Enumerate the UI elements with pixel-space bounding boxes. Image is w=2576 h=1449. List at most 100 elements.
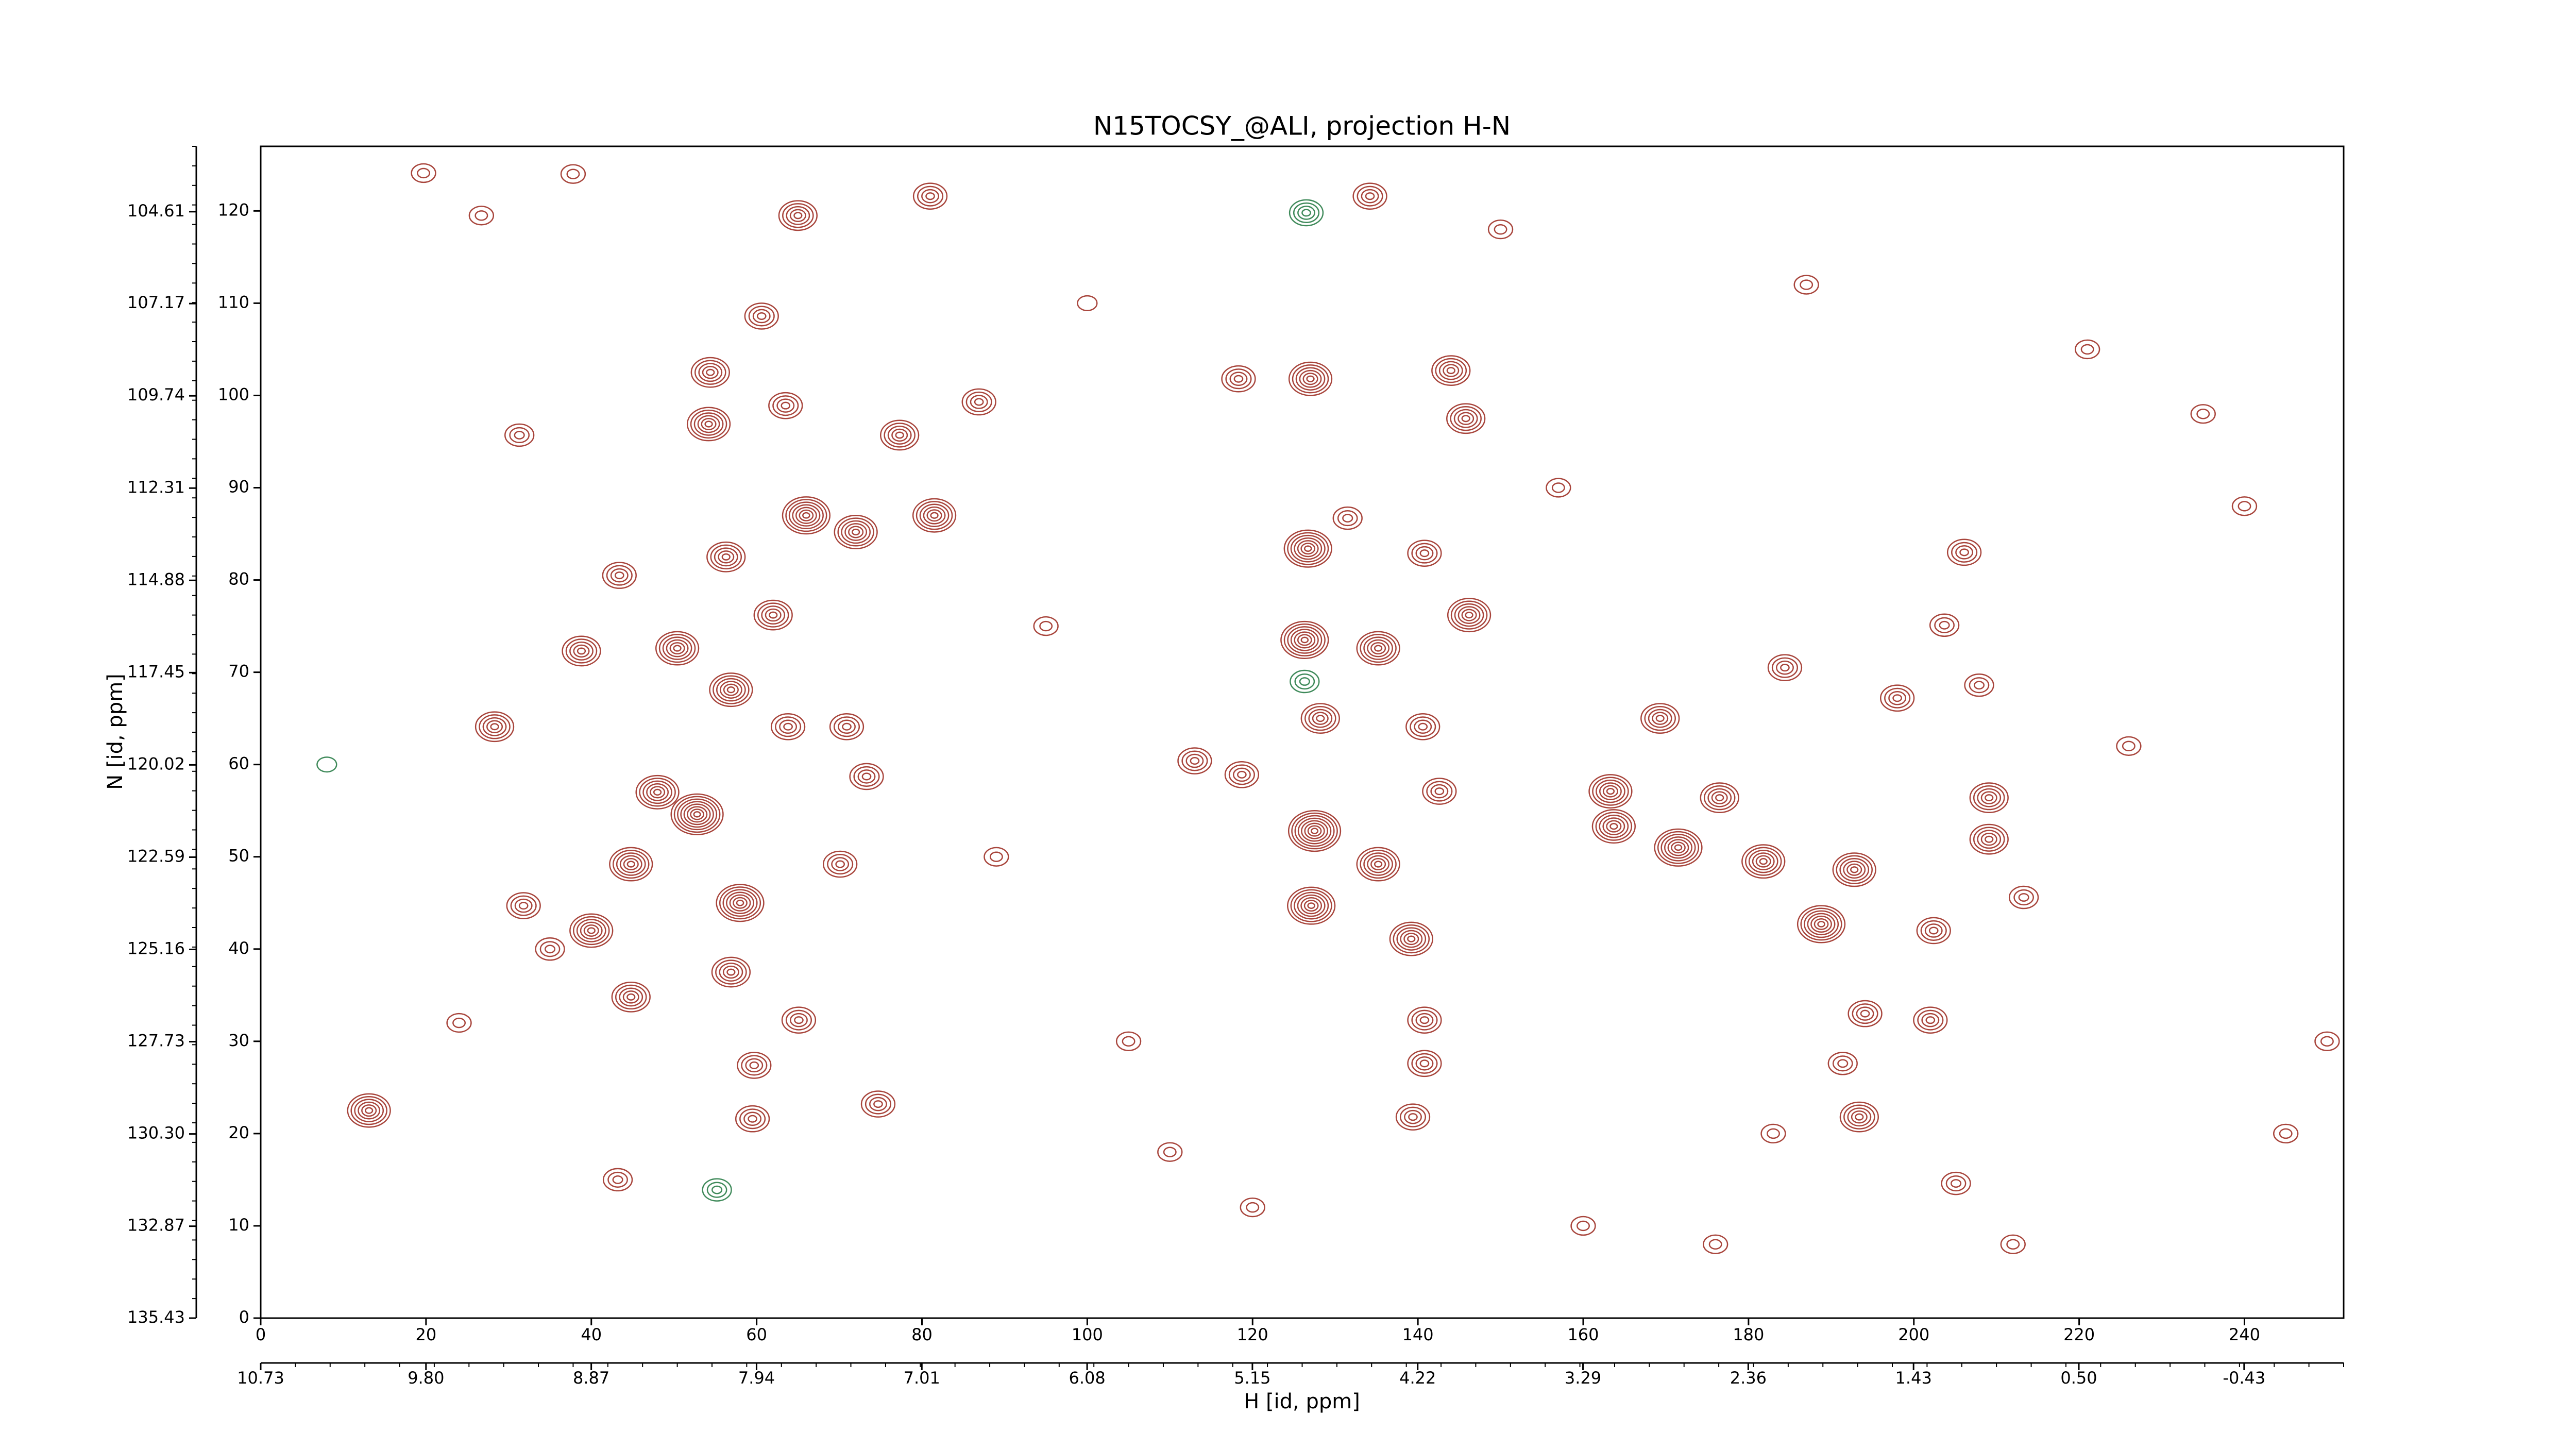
contour-ring — [778, 200, 818, 231]
contour-ring — [921, 189, 939, 204]
contour-ring — [1403, 933, 1419, 946]
contour-ring — [1973, 681, 1985, 690]
contour-ring — [619, 855, 642, 873]
y-tick-label: 100 — [218, 384, 249, 404]
contour-ring — [626, 861, 635, 868]
contour-ring — [2006, 1239, 2020, 1250]
contour-ring — [576, 919, 606, 942]
contour-ring — [745, 1058, 764, 1073]
contour-ring — [2122, 740, 2136, 752]
contour-ring — [1458, 606, 1481, 624]
contour-ring — [1674, 844, 1683, 851]
contour-ring — [2196, 409, 2210, 419]
contour-ring — [1410, 716, 1436, 737]
contour-ring — [1434, 787, 1445, 796]
contour-ring — [1237, 770, 1247, 779]
contour-ring — [733, 897, 748, 909]
contour-ring — [860, 1090, 896, 1118]
y2-tick-label: 107.17 — [127, 293, 185, 312]
contour-ring — [1879, 684, 1915, 712]
contour-ring — [1294, 673, 1315, 690]
contour-ring — [1407, 1006, 1442, 1034]
contour-ring — [1422, 778, 1457, 805]
contour-ring — [970, 395, 988, 409]
y-axis-label: N [id, ppm] — [104, 673, 127, 790]
contour-ring — [1660, 833, 1696, 862]
contour-ring — [1671, 841, 1686, 854]
contour-ring — [1969, 677, 1990, 694]
contour-ring — [2080, 344, 2094, 355]
contour-ring — [693, 811, 701, 818]
contour-ring — [607, 1171, 628, 1188]
contour-ring — [1292, 364, 1329, 394]
contour-ring — [1426, 781, 1453, 802]
contour-ring — [1374, 861, 1383, 868]
contour-ring — [1602, 817, 1625, 836]
contour-ring — [719, 963, 743, 982]
contour-ring — [411, 163, 436, 183]
contour-ring — [716, 678, 746, 702]
contour-ring — [1577, 1220, 1590, 1232]
contour-ring — [1291, 812, 1338, 850]
contour-ring — [1848, 1000, 1883, 1027]
contour-ring — [1814, 918, 1829, 930]
contour-ring — [873, 1100, 883, 1108]
contour-ring — [1295, 367, 1326, 391]
contour-ring — [1551, 482, 1565, 493]
contour-ring — [1924, 923, 1943, 938]
contour-ring — [1950, 1179, 1962, 1188]
contour-ring — [1224, 761, 1260, 788]
x2-tick-label: 1.43 — [1895, 1368, 1932, 1388]
contour-ring — [785, 499, 827, 532]
contour-ring — [1396, 927, 1427, 951]
contour-ring — [1913, 1006, 1948, 1034]
contour-ring — [616, 852, 646, 876]
contour-ring — [1438, 361, 1463, 380]
contour-ring — [662, 636, 692, 660]
contour-ring — [919, 503, 950, 527]
contour-ring — [518, 902, 529, 910]
contour-ring — [848, 526, 864, 538]
contour-ring — [1404, 1109, 1422, 1124]
contour-ring — [1657, 831, 1700, 864]
contour-ring — [354, 1099, 384, 1122]
contour-ring — [1389, 921, 1433, 956]
contour-ring — [569, 641, 594, 661]
x-tick-label: 120 — [1237, 1325, 1268, 1344]
contour-ring — [1297, 634, 1312, 646]
contour-ring — [1592, 777, 1629, 806]
contour-ring — [726, 686, 736, 694]
x-tick-label: 200 — [1898, 1325, 1929, 1344]
contour-ring — [756, 312, 767, 320]
contour-ring — [2013, 889, 2034, 906]
contour-ring — [1946, 538, 1982, 566]
contour-ring — [1700, 782, 1739, 814]
contour-ring — [650, 786, 666, 799]
contour-ring — [1917, 1009, 1944, 1031]
contour-ring — [1301, 209, 1311, 217]
contour-ring — [1357, 186, 1383, 207]
contour-ring — [365, 1107, 374, 1114]
contour-ring — [912, 498, 957, 533]
contour-ring — [1775, 660, 1794, 675]
contour-ring — [917, 186, 944, 207]
contour-ring — [1606, 787, 1615, 795]
contour-ring — [710, 544, 742, 569]
contour-ring — [677, 798, 718, 831]
contour-ring — [709, 672, 753, 707]
contour-ring — [706, 1182, 727, 1198]
contour-ring — [753, 599, 793, 631]
contour-ring — [646, 783, 669, 801]
contour-ring — [713, 675, 750, 704]
plot-frame — [260, 145, 2345, 1319]
contour-ring — [1356, 847, 1400, 882]
contour-ring — [566, 169, 580, 179]
contour-ring — [1744, 847, 1782, 876]
y2-tick-label: 132.87 — [127, 1216, 185, 1235]
contour-ring — [1741, 844, 1786, 879]
contour-ring — [768, 392, 803, 419]
contour-ring — [1959, 548, 1969, 557]
contour-ring — [612, 1175, 623, 1184]
contour-ring — [2238, 501, 2251, 512]
contour-ring — [792, 504, 821, 527]
